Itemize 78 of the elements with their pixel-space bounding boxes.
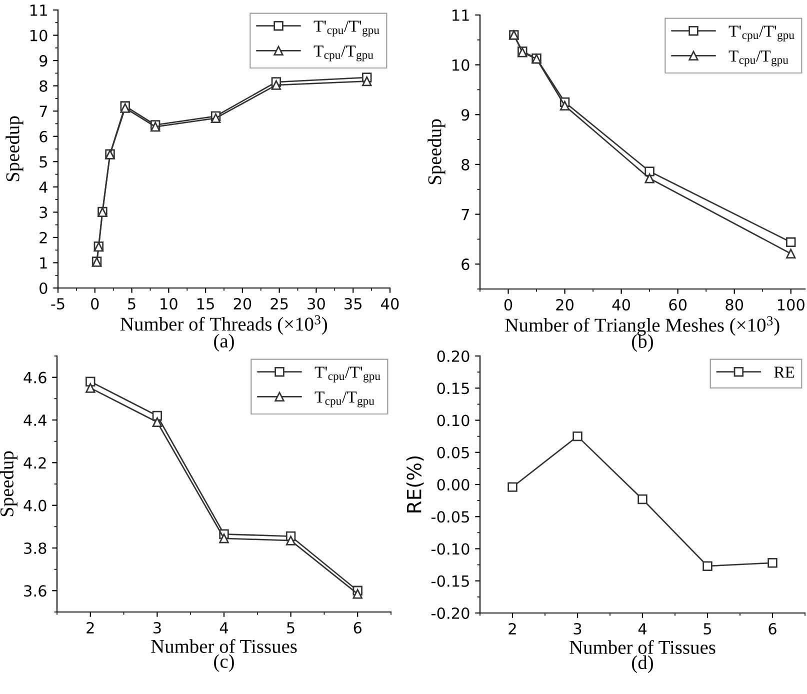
x-axis-title: Number of Threads (×10$^{3}$) bbox=[120, 315, 328, 335]
y-tick-label: 0.10 bbox=[437, 414, 470, 426]
x-axis-title: Number of Triangle Meshes (×10$^{3}$) bbox=[505, 316, 780, 336]
y-tick-label: 10 bbox=[30, 30, 48, 42]
x-tick-label: 40 bbox=[612, 298, 630, 311]
x-tick-label: 25 bbox=[270, 298, 288, 310]
legend-label: T'$_{cpu}$/T'$_{gpu}$ bbox=[728, 26, 794, 42]
text: (b) bbox=[632, 334, 653, 352]
y-tick-label: 0.00 bbox=[437, 478, 470, 491]
text: (c) bbox=[214, 654, 234, 672]
y-tick-label: 6 bbox=[40, 130, 48, 142]
x-tick-label: 20 bbox=[556, 298, 574, 311]
x-tick-label: 6 bbox=[354, 622, 362, 634]
y-tick-label: 9 bbox=[462, 109, 470, 121]
y-tick-label: 4.4 bbox=[24, 414, 46, 426]
y-tick-label: 10 bbox=[452, 59, 470, 71]
y-tick-label: -0.20 bbox=[431, 607, 470, 620]
y-tick-label: 0.05 bbox=[437, 446, 469, 458]
x-tick-label: 3 bbox=[154, 622, 161, 634]
x-tick-label: 80 bbox=[726, 298, 744, 311]
y-tick-label: 5 bbox=[40, 156, 47, 168]
x-tick-label: 2 bbox=[86, 622, 94, 634]
x-tick-label: 40 bbox=[381, 298, 399, 310]
y-axis-title: Speedup bbox=[0, 451, 18, 516]
y-axis-title: Speedup bbox=[6, 116, 24, 182]
y-tick-label: -0.10 bbox=[431, 543, 470, 555]
x-tick-label: 20 bbox=[234, 298, 252, 310]
legend-label: T$_{cpu}$/T$_{gpu}$ bbox=[314, 46, 374, 62]
text: (a) bbox=[214, 334, 234, 352]
y-tick-label: -0.15 bbox=[431, 575, 469, 587]
y-axis-title: RE(%) bbox=[406, 456, 424, 512]
y-tick-label: 0.15 bbox=[437, 382, 469, 394]
x-tick-label: 3 bbox=[574, 622, 582, 635]
y-tick-label: 11 bbox=[452, 10, 469, 21]
x-tick-label: 60 bbox=[669, 298, 687, 311]
x-axis-title: Number of Tissues bbox=[151, 639, 297, 653]
y-tick-label: -0.05 bbox=[431, 511, 469, 523]
y-tick-label: 4 bbox=[39, 182, 48, 193]
x-tick-label: 35 bbox=[344, 298, 362, 310]
legend-label: T$_{cpu}$/T$_{gpu}$ bbox=[728, 50, 788, 66]
x-tick-label: 2 bbox=[508, 622, 516, 634]
y-tick-label: 8 bbox=[40, 80, 48, 92]
y-tick-label: 1 bbox=[40, 257, 47, 269]
y-tick-label: 4.6 bbox=[24, 372, 46, 384]
y-tick-label: 8 bbox=[462, 158, 470, 170]
y-tick-label: 9 bbox=[40, 55, 48, 67]
legend-label: T'$_{cpu}$/T'$_{gpu}$ bbox=[314, 366, 380, 382]
y-tick-label: 4.0 bbox=[24, 500, 46, 512]
x-axis-title: Number of Tissues bbox=[570, 640, 716, 654]
x-tick-label: 100 bbox=[778, 298, 804, 311]
x-tick-label: 15 bbox=[198, 298, 214, 310]
text: (d) bbox=[632, 655, 653, 674]
x-tick-label: 0 bbox=[504, 298, 512, 311]
y-axis-title: Speedup bbox=[428, 119, 446, 184]
y-tick-label: 7 bbox=[462, 208, 469, 220]
y-tick-label: 6 bbox=[462, 258, 470, 270]
x-tick-label: 6 bbox=[768, 622, 776, 635]
y-tick-label: 11 bbox=[30, 4, 47, 16]
y-tick-label: 3.8 bbox=[24, 542, 46, 554]
y-tick-label: 0 bbox=[40, 282, 48, 294]
y-tick-label: 3.6 bbox=[24, 585, 46, 597]
legend-label: T$_{cpu}$/T$_{gpu}$ bbox=[314, 392, 374, 408]
x-tick-label: 4 bbox=[638, 623, 647, 634]
y-tick-label: 3 bbox=[40, 206, 48, 218]
x-tick-label: 5 bbox=[704, 623, 712, 635]
x-tick-label: 5 bbox=[287, 622, 294, 634]
x-tick-label: 10 bbox=[160, 298, 178, 310]
x-tick-label: -5 bbox=[51, 298, 64, 310]
legend-label: RE bbox=[774, 366, 794, 378]
y-tick-label: 2 bbox=[40, 232, 47, 244]
x-tick-label: 30 bbox=[308, 298, 325, 310]
x-tick-label: 5 bbox=[128, 298, 136, 310]
y-tick-label: 4.2 bbox=[24, 457, 46, 468]
legend-label: T'$_{cpu}$/T'$_{gpu}$ bbox=[314, 20, 380, 36]
x-tick-label: 0 bbox=[91, 298, 99, 310]
y-tick-label: 0.20 bbox=[437, 350, 470, 362]
y-tick-label: 7 bbox=[40, 106, 47, 117]
x-tick-label: 4 bbox=[220, 622, 228, 634]
